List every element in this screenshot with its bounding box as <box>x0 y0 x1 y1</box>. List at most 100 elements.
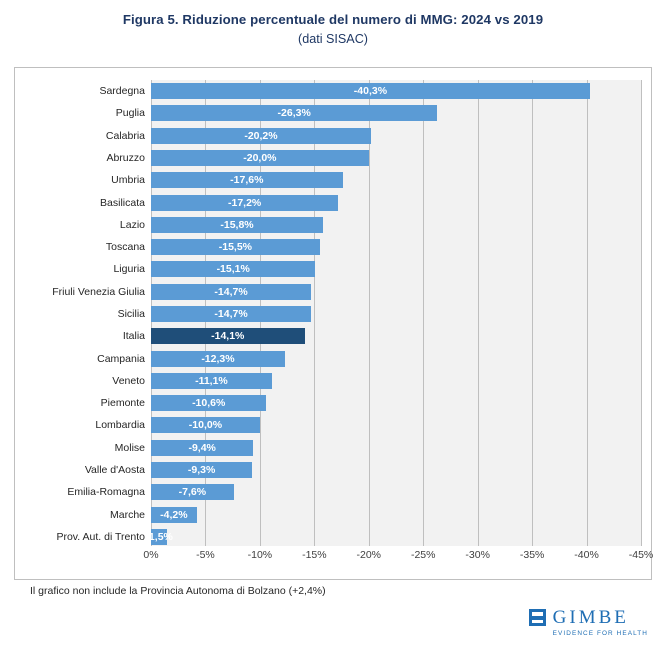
bar <box>151 506 197 523</box>
bar-row: Emilia-Romagna -7,6% <box>67 483 641 501</box>
chart-frame: Sardegna -40,3% Puglia -26,3% Calabria -20,2%… <box>14 67 653 580</box>
bar-row: Molise -9,4% <box>115 439 641 457</box>
category-label: Campania <box>97 352 145 365</box>
gimbe-logo-text: GIMBE EVIDENCE FOR HEALTH <box>553 608 648 637</box>
gimbe-logo-tagline: EVIDENCE FOR HEALTH <box>552 630 648 637</box>
category-label: Sicilia <box>117 308 145 320</box>
bar-value-label: -20,2% <box>244 129 278 142</box>
bar <box>151 216 324 233</box>
x-axis-tick: 0% <box>143 549 159 561</box>
bar-row: Prov. Aut. di Trento -1,5% <box>56 528 641 546</box>
category-label: Emilia-Romagna <box>67 486 145 499</box>
x-axis-tick: -40% <box>574 549 599 561</box>
bar <box>151 306 312 322</box>
x-axis-tick: -5% <box>196 549 215 561</box>
bar-value-label: -20,0% <box>243 152 277 164</box>
bar-row: Toscana -15,5% <box>106 238 641 256</box>
page-title: Figura 5. Riduzione percentuale del nume… <box>122 12 544 27</box>
x-axis-tick: -45% <box>628 549 654 561</box>
category-label: Veneto <box>112 374 145 387</box>
gridline <box>532 80 534 546</box>
bar-row: Calabria -20,2% <box>106 127 641 145</box>
bar <box>151 150 369 166</box>
bar-row: Basilicata -17,2% <box>100 194 641 212</box>
category-label: Italia <box>122 330 145 343</box>
category-label: Friuli Venezia Giulia <box>52 285 145 298</box>
category-label: Calabria <box>105 129 145 142</box>
category-label: Valle d'Aosta <box>84 464 145 476</box>
gridline <box>368 80 370 546</box>
gridline <box>586 80 588 546</box>
plot-area: Sardegna -40,3% Puglia -26,3% Calabria -20,2%… <box>52 80 642 546</box>
x-axis-tick: -25% <box>410 549 436 561</box>
bar <box>151 462 253 478</box>
bar-row: Sardegna -40,3% <box>99 82 641 100</box>
bar <box>151 105 438 122</box>
bar-value-label: -10,0% <box>188 419 223 432</box>
bar <box>151 283 312 300</box>
bar-value-label: -11,1% <box>195 374 228 387</box>
bar-value-label: -15,8% <box>220 218 254 231</box>
bar-value-label: -40,3% <box>353 85 388 98</box>
bar-value-label: -26,3% <box>277 107 311 120</box>
category-label: Lazio <box>119 218 145 231</box>
bar <box>151 395 267 412</box>
category-label: Piemonte <box>100 397 145 410</box>
x-axis-tick-labels: 0% -5% -10% -15% -20% -25% -30% -35% -40% -45% <box>143 549 653 567</box>
bar-row: Friuli Venezia Giulia -14,7% <box>52 283 641 301</box>
category-label: Basilicata <box>100 196 145 209</box>
bar-row: Valle d'Aosta -9,3% <box>85 461 641 479</box>
bar <box>151 350 285 367</box>
bar <box>151 484 234 501</box>
bar <box>151 328 305 345</box>
category-label: Abruzzo <box>106 152 145 164</box>
gridline <box>641 80 642 546</box>
bar-row: Sicilia -14,7% <box>118 305 641 323</box>
category-label: Umbria <box>111 174 145 187</box>
bar <box>151 439 254 456</box>
gimbe-logo-icon <box>528 609 546 626</box>
bar-row: Abruzzo -20,0% <box>106 149 641 167</box>
bar-value-label: -14,7% <box>214 308 248 320</box>
bar-row: Puglia -26,3% <box>116 104 641 122</box>
x-axis-tick: -30% <box>465 549 490 561</box>
bar-rows: Sardegna -40,3% Puglia -26,3% Calabria -20,2%… <box>52 80 641 546</box>
bar <box>151 239 320 256</box>
title-block: Figura 5. Riduzione percentuale del nume… <box>0 0 666 46</box>
category-label: Puglia <box>115 107 145 120</box>
gimbe-logo: GIMBE EVIDENCE FOR HEALTH <box>528 608 648 637</box>
category-label: Toscana <box>105 241 145 254</box>
bar-value-label: -9,3% <box>187 464 216 476</box>
bar-value-label: -7,6% <box>178 486 207 499</box>
bar-value-label: -1,5% <box>145 530 173 543</box>
x-axis-tick: -10% <box>247 549 273 561</box>
gridline <box>314 80 316 546</box>
bar-value-label: -15,1% <box>216 263 250 276</box>
category-label: Prov. Aut. di Trento <box>56 530 145 543</box>
bar-row: Campania -12,3% <box>97 350 641 368</box>
bar <box>151 83 590 100</box>
bar-value-label: -14,1% <box>211 330 245 343</box>
gridline <box>423 80 425 546</box>
bar-value-label: -15,5% <box>218 241 253 254</box>
x-axis-tick: -15% <box>302 549 327 561</box>
bar-value-label: -17,2% <box>228 196 262 209</box>
bar-row: Piemonte -10,6% <box>101 394 641 412</box>
category-label: Marche <box>109 508 145 521</box>
bar <box>151 372 272 389</box>
bar-row: Veneto -11,1% <box>112 372 641 390</box>
bar-row: Umbria -17,6% <box>111 171 641 189</box>
bar-row: Lazio -15,8% <box>120 216 641 234</box>
bar-value-label: -4,2% <box>160 508 188 521</box>
bar-row: Lombardia -10,0% <box>95 416 641 434</box>
page-subtitle: (dati SISAC) <box>298 32 368 46</box>
bar-row: Marche -4,2% <box>110 506 641 524</box>
category-label: Sardegna <box>99 85 145 98</box>
category-label: Liguria <box>113 263 145 276</box>
gimbe-logo-name: GIMBE <box>552 607 629 628</box>
x-axis-tick: -20% <box>356 549 382 561</box>
x-axis-tick: -35% <box>519 549 545 561</box>
bar <box>151 194 339 211</box>
bar-value-label: -17,6% <box>230 174 264 187</box>
